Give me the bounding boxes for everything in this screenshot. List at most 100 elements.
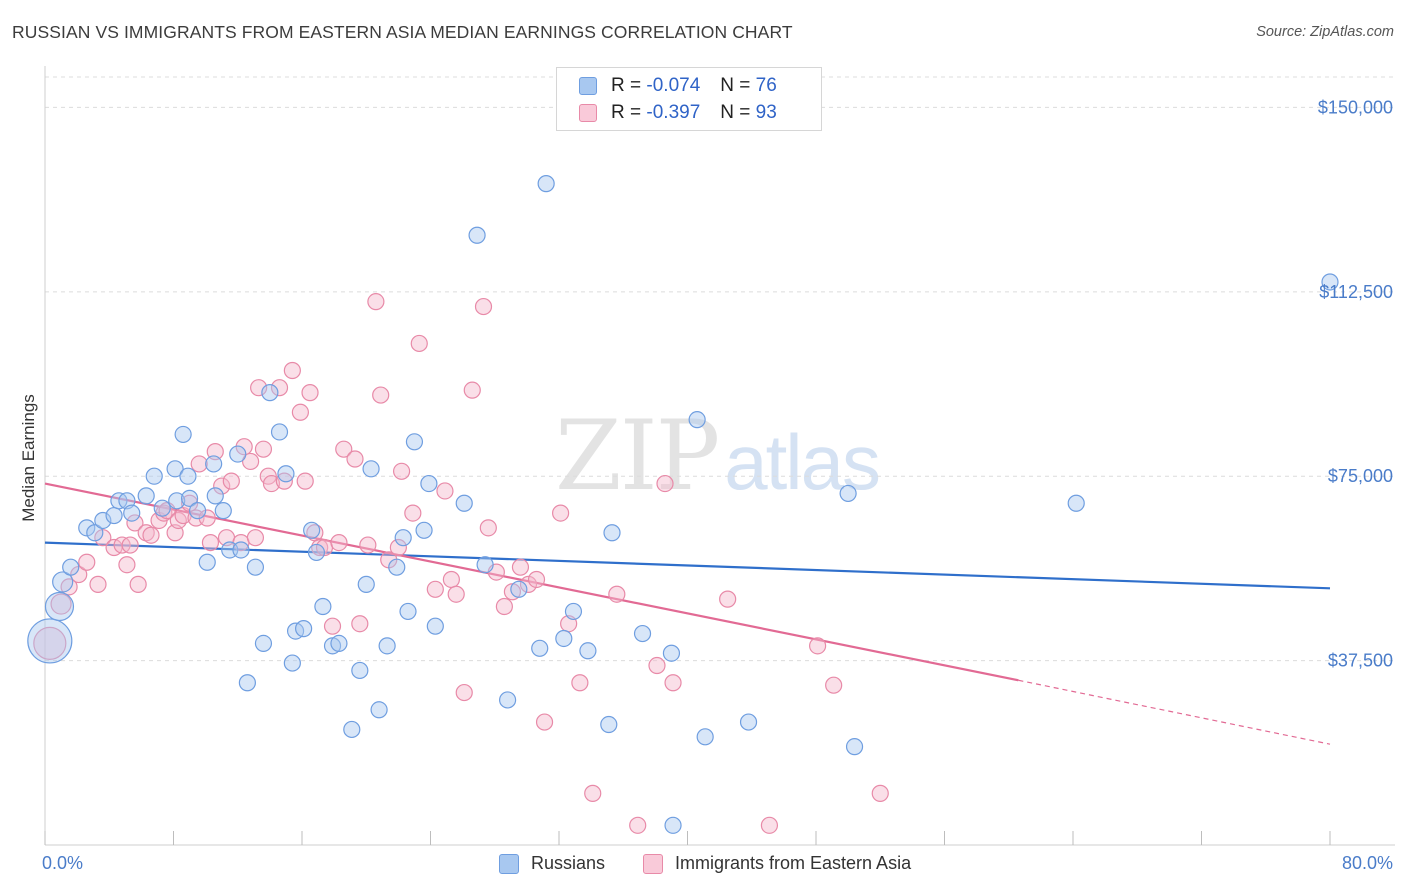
data-point-immigrants xyxy=(474,297,493,316)
data-point-russians xyxy=(468,226,486,244)
data-point-russians xyxy=(394,529,412,547)
data-point-immigrants xyxy=(648,656,666,675)
y-axis-label: Median Earnings xyxy=(19,394,38,522)
data-point-immigrants xyxy=(129,575,147,593)
data-point-immigrants xyxy=(291,403,309,421)
data-point-immigrants xyxy=(94,529,112,547)
data-point-immigrants xyxy=(410,334,428,353)
data-point-russians xyxy=(739,713,758,731)
data-point-immigrants xyxy=(296,472,314,490)
data-point-russians xyxy=(357,575,375,593)
data-point-russians xyxy=(455,494,473,512)
data-point-immigrants xyxy=(511,558,530,576)
data-point-immigrants xyxy=(527,570,546,589)
data-point-immigrants xyxy=(330,533,348,552)
data-point-russians xyxy=(145,467,163,485)
data-point-russians xyxy=(188,502,207,520)
data-point-russians xyxy=(314,597,332,616)
legend-item-russians[interactable]: Russians xyxy=(499,853,605,874)
data-point-immigrants xyxy=(535,713,554,731)
data-point-russians xyxy=(229,445,247,463)
legend-row-russians: R = -0.074 N = 76 xyxy=(579,73,777,99)
data-point-immigrants xyxy=(254,440,273,458)
data-point-immigrants xyxy=(392,462,411,480)
data-point-immigrants xyxy=(346,450,364,468)
data-point-russians xyxy=(378,637,396,655)
data-point-immigrants xyxy=(50,593,72,615)
data-point-immigrants xyxy=(442,570,460,589)
data-point-immigrants xyxy=(359,536,377,554)
legend-label-immigrants: Immigrants from Eastern Asia xyxy=(675,853,912,873)
legend-swatch-russians xyxy=(579,77,597,95)
data-point-russians xyxy=(52,571,74,593)
data-point-immigrants xyxy=(301,384,319,402)
data-point-immigrants xyxy=(519,575,538,593)
data-point-immigrants xyxy=(250,379,268,397)
data-point-immigrants xyxy=(78,553,96,571)
data-point-russians xyxy=(664,816,682,834)
data-point-immigrants xyxy=(118,556,136,574)
data-point-russians xyxy=(399,602,417,621)
data-point-russians xyxy=(206,487,224,505)
data-point-russians xyxy=(295,620,313,638)
data-point-immigrants xyxy=(447,585,465,603)
y-tick-label: $150,000 xyxy=(1318,97,1393,117)
data-point-immigrants xyxy=(871,784,889,802)
data-point-russians xyxy=(238,674,256,692)
data-point-russians xyxy=(420,474,438,493)
data-point-immigrants xyxy=(664,674,682,692)
data-point-immigrants xyxy=(270,379,289,397)
data-point-russians xyxy=(362,460,380,478)
data-point-russians xyxy=(476,556,494,574)
data-point-immigrants xyxy=(121,536,139,554)
data-point-immigrants xyxy=(479,519,497,537)
data-point-russians xyxy=(246,558,265,576)
data-point-russians xyxy=(510,580,528,598)
data-point-immigrants xyxy=(142,526,160,544)
series-immigrants-points xyxy=(33,293,889,834)
data-point-russians xyxy=(688,411,706,429)
data-point-russians xyxy=(845,738,864,756)
data-point-russians xyxy=(343,720,361,739)
axes xyxy=(44,66,1395,846)
data-point-immigrants xyxy=(169,511,187,530)
data-point-immigrants xyxy=(629,816,647,834)
data-point-russians xyxy=(307,543,326,562)
source-credit: Source: ZipAtlas.com xyxy=(1256,24,1394,40)
data-point-russians xyxy=(153,499,171,517)
data-point-russians xyxy=(78,519,96,537)
data-point-russians xyxy=(633,624,652,643)
legend-row-immigrants: R = -0.397 N = 93 xyxy=(579,100,777,126)
data-point-russians xyxy=(696,728,714,746)
data-point-russians xyxy=(283,654,301,672)
y-tick-label: $112,500 xyxy=(1319,282,1393,302)
legend-swatch-russians xyxy=(499,853,519,874)
legend-n-label: N = xyxy=(720,102,751,123)
data-point-immigrants xyxy=(809,637,827,655)
data-point-immigrants xyxy=(463,381,481,399)
legend-label-russians: Russians xyxy=(531,853,606,873)
data-point-immigrants xyxy=(584,784,602,802)
legend-n-label: N = xyxy=(720,75,751,96)
data-point-immigrants xyxy=(201,533,220,552)
series-legend: Russians Immigrants from Eastern Asia xyxy=(0,851,1406,879)
legend-r-value: -0.397 xyxy=(646,102,701,123)
data-point-russians xyxy=(44,591,75,622)
data-point-immigrants xyxy=(367,293,385,311)
data-point-russians xyxy=(94,511,112,530)
data-point-russians xyxy=(198,553,216,571)
legend-swatch-immigrants xyxy=(643,853,663,874)
data-point-russians xyxy=(370,701,388,719)
data-point-immigrants xyxy=(436,482,454,500)
data-point-immigrants xyxy=(335,440,353,458)
data-point-russians xyxy=(564,602,583,621)
data-point-russians xyxy=(839,484,857,503)
data-point-immigrants xyxy=(137,524,155,542)
data-point-russians xyxy=(123,504,141,522)
data-point-immigrants xyxy=(426,580,444,598)
data-point-immigrants xyxy=(455,683,473,702)
data-point-immigrants xyxy=(351,615,369,633)
legend-item-immigrants[interactable]: Immigrants from Eastern Asia xyxy=(643,853,911,874)
data-point-russians xyxy=(137,487,155,505)
